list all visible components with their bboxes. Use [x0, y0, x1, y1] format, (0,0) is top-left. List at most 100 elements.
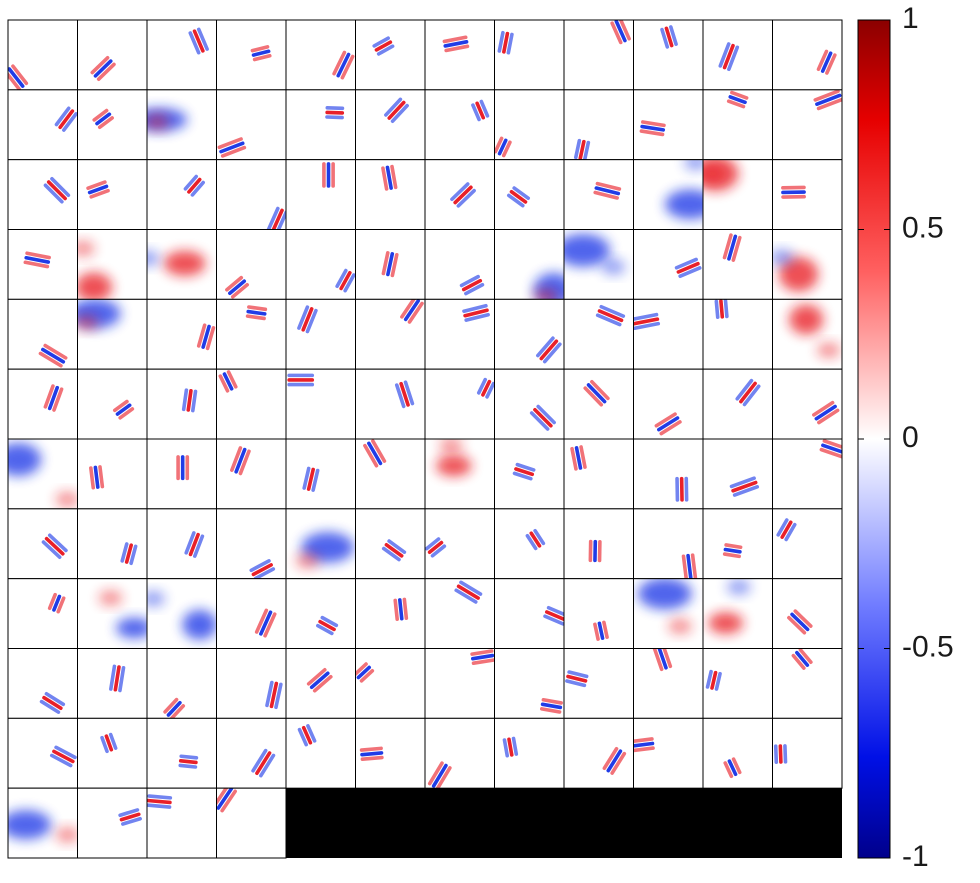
- filter-tile: [702, 717, 773, 789]
- filter-tile: [7, 298, 78, 370]
- filter-tile: [285, 159, 356, 231]
- filter-tile: [702, 298, 773, 370]
- filter-tile: [563, 717, 634, 789]
- filter-tile: [146, 19, 217, 91]
- filter-tile: [702, 159, 773, 231]
- filter-tile: [285, 89, 356, 161]
- filter-tile: [424, 89, 495, 161]
- filter-tile: [494, 508, 565, 580]
- filter-tile: [772, 578, 843, 650]
- filter-tile: [216, 229, 287, 300]
- filter-tile: [772, 648, 843, 719]
- filter-tile: [146, 787, 217, 859]
- filter-tile: [285, 717, 356, 789]
- filter-tile: [285, 438, 356, 510]
- filter-tile: [7, 648, 78, 719]
- filter-tile: [424, 648, 495, 719]
- filter-tile: [563, 648, 634, 719]
- filter-tile: [7, 89, 78, 161]
- filter-tile: [146, 298, 217, 370]
- filter-tile: [77, 648, 148, 719]
- filter-tile: [7, 19, 78, 91]
- filter-tile: [494, 89, 565, 161]
- empty-tile-block: [286, 788, 842, 858]
- filter-tile: [216, 438, 287, 510]
- colorbar-ticks: 1 0.5 0 -0.5 -1: [858, 2, 954, 873]
- filter-tile: [216, 368, 287, 440]
- filter-tile: [702, 368, 773, 440]
- filter-tile: [633, 578, 704, 650]
- filter-tile: [633, 19, 704, 91]
- filter-tile: [494, 159, 565, 231]
- filter-tile: [285, 298, 356, 370]
- colorbar-tick-label: -0.5: [902, 630, 954, 663]
- filter-tile: [563, 368, 634, 440]
- filter-tile: [563, 578, 634, 650]
- filter-tile: [772, 298, 843, 370]
- filter-tile: [633, 89, 704, 161]
- filter-tile: [424, 717, 495, 789]
- filter-tile: [772, 19, 843, 91]
- filter-tile: [216, 717, 287, 789]
- filter-tile: [77, 298, 148, 370]
- filter-tile: [285, 578, 356, 650]
- filter-tile: [563, 89, 634, 161]
- filter-tile: [77, 578, 148, 650]
- filter-tile: [633, 438, 704, 510]
- filter-tile: [77, 159, 148, 231]
- filter-tile: [494, 229, 565, 300]
- colorbar-tick-label: -1: [902, 840, 929, 873]
- filter-tile: [77, 508, 148, 580]
- filter-tile: [424, 578, 495, 650]
- filter-tile: [563, 19, 634, 91]
- filter-tile: [633, 717, 704, 789]
- filter-tile: [424, 229, 495, 300]
- filter-tile: [563, 229, 634, 300]
- filter-tile: [77, 89, 148, 161]
- filter-tile: [494, 717, 565, 789]
- filter-tile: [772, 717, 843, 789]
- filter-tile: [494, 648, 565, 719]
- filter-tile: [702, 508, 773, 580]
- filter-tile: [772, 159, 843, 231]
- filter-tile: [355, 89, 426, 161]
- filter-tile: [216, 648, 287, 719]
- filter-tile: [772, 508, 843, 580]
- filter-tile: [702, 229, 773, 300]
- filter-tile: [7, 368, 78, 440]
- colorbar-tick-label: 0: [902, 421, 919, 454]
- filter-tile: [563, 438, 634, 510]
- filter-tile: [494, 368, 565, 440]
- filter-tile: [7, 159, 78, 231]
- filter-tile: [285, 19, 356, 91]
- filter-tile: [7, 438, 78, 510]
- filter-tile: [355, 368, 426, 440]
- filter-tile: [146, 368, 217, 440]
- filter-tile: [77, 229, 148, 300]
- filter-tile: [633, 648, 704, 719]
- filter-tile: [702, 19, 773, 91]
- filter-tile: [772, 89, 843, 161]
- filter-tile: [355, 508, 426, 580]
- filter-tile: [633, 298, 704, 370]
- filter-tile: [494, 438, 565, 510]
- filter-tile: [424, 508, 495, 580]
- filter-tile: [355, 19, 426, 91]
- filter-tile: [633, 159, 704, 231]
- filter-tile: [772, 438, 843, 510]
- colorbar-tick-label: 1: [902, 2, 919, 35]
- filter-tile: [563, 159, 634, 231]
- filter-tile: [702, 578, 773, 650]
- filter-tile: [633, 368, 704, 440]
- filter-tile: [285, 368, 356, 440]
- filter-tile: [216, 787, 287, 859]
- filter-tile: [772, 229, 843, 300]
- filter-tile: [355, 717, 426, 789]
- filter-tile: [77, 787, 148, 859]
- filter-tile: [216, 19, 287, 91]
- filter-tile: [563, 508, 634, 580]
- filter-tile: [7, 787, 78, 859]
- filter-tile: [216, 89, 287, 161]
- filter-tile: [355, 578, 426, 650]
